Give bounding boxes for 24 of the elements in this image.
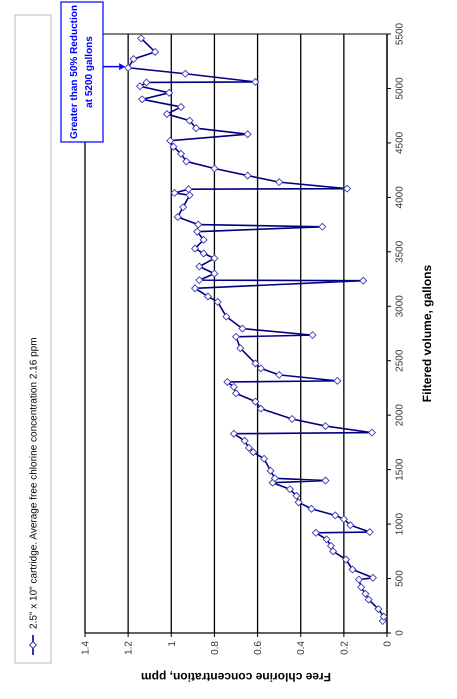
y-tick-label: 4500 xyxy=(394,131,406,154)
x-tick-label: 0.8 xyxy=(210,640,221,655)
annotation: Greater than 50% Reduction at 5200 gallons xyxy=(69,5,95,139)
y-tick-label: 3500 xyxy=(394,240,406,263)
y-tick-label: 4000 xyxy=(394,186,406,208)
y-tick-label: 3000 xyxy=(394,294,406,318)
x-tick-label: 0.2 xyxy=(339,640,350,655)
x-tick-label: 0.4 xyxy=(296,640,308,655)
x-tick-label: 1.4 xyxy=(80,640,92,655)
y-tick-label: 500 xyxy=(394,570,406,587)
y-tick-label: 5000 xyxy=(394,76,406,100)
y-tick-label: 2500 xyxy=(394,349,406,372)
x-tick-label: 1.2 xyxy=(124,640,135,655)
x-axis-title: Free chlorine concentration, ppm xyxy=(140,670,332,684)
text: 2.5" x 10" cartridge. Average free chlorine concentration 2.16 ppm xyxy=(28,337,40,629)
y-tick-label: 5500 xyxy=(394,22,406,46)
x-tick-label: 0.6 xyxy=(253,640,264,655)
x-tick-label: 1 xyxy=(166,640,178,647)
x-tick-label: 0 xyxy=(382,640,394,647)
y-tick-label: 1000 xyxy=(394,512,406,536)
y-tick-label: 1500 xyxy=(394,458,406,481)
y-tick-label: 0 xyxy=(394,630,406,636)
y-axis-title: Filtered volume, gallons xyxy=(420,264,434,402)
y-tick-label: 2000 xyxy=(394,404,406,426)
